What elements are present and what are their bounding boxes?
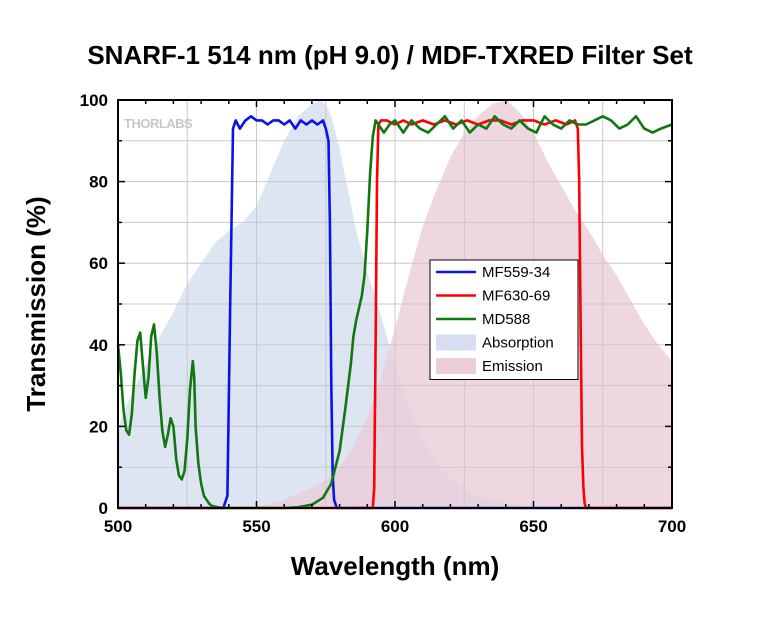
tick-layer: 500 550 600 650 700 0 20 40 60 80 100 xyxy=(80,91,687,536)
legend-swatch-emission xyxy=(436,358,476,374)
y-axis-title: Transmission (%) xyxy=(21,196,51,411)
y-tick-label: 80 xyxy=(89,173,108,192)
y-tick-label: 0 xyxy=(99,499,108,518)
y-tick-label: 60 xyxy=(89,254,108,273)
legend-label: MD588 xyxy=(482,311,530,328)
series-line-md588 xyxy=(116,115,673,510)
legend-label: Emission xyxy=(482,358,543,375)
thorlabs-logo: THORLABS xyxy=(124,116,193,131)
legend-swatch-absorption xyxy=(436,334,476,351)
line-layer xyxy=(116,115,673,510)
x-tick-label: 500 xyxy=(104,517,132,536)
x-tick-label: 650 xyxy=(519,517,547,536)
legend-label: MF630-69 xyxy=(482,288,550,305)
series-line-mf630-69 xyxy=(118,119,672,510)
legend-label: Absorption xyxy=(482,335,554,352)
y-tick-label: 100 xyxy=(80,91,108,110)
x-axis-title: Wavelength (nm) xyxy=(291,551,499,581)
x-tick-label: 550 xyxy=(242,517,270,536)
y-tick-label: 20 xyxy=(89,417,108,436)
chart-title: SNARF-1 514 nm (pH 9.0) / MDF-TXRED Filt… xyxy=(87,40,693,70)
x-tick-label: 700 xyxy=(658,517,686,536)
series-line-mf559-34 xyxy=(118,115,672,510)
legend-label: MF559-34 xyxy=(482,264,550,281)
axis-title-layer: Wavelength (nm) Transmission (%) xyxy=(21,196,499,581)
legend: MF559-34 MF630-69 MD588 Absorption Emission xyxy=(429,259,579,380)
y-tick-label: 40 xyxy=(89,336,108,355)
x-tick-label: 600 xyxy=(381,517,409,536)
logo-layer: THORLABS xyxy=(124,116,194,131)
